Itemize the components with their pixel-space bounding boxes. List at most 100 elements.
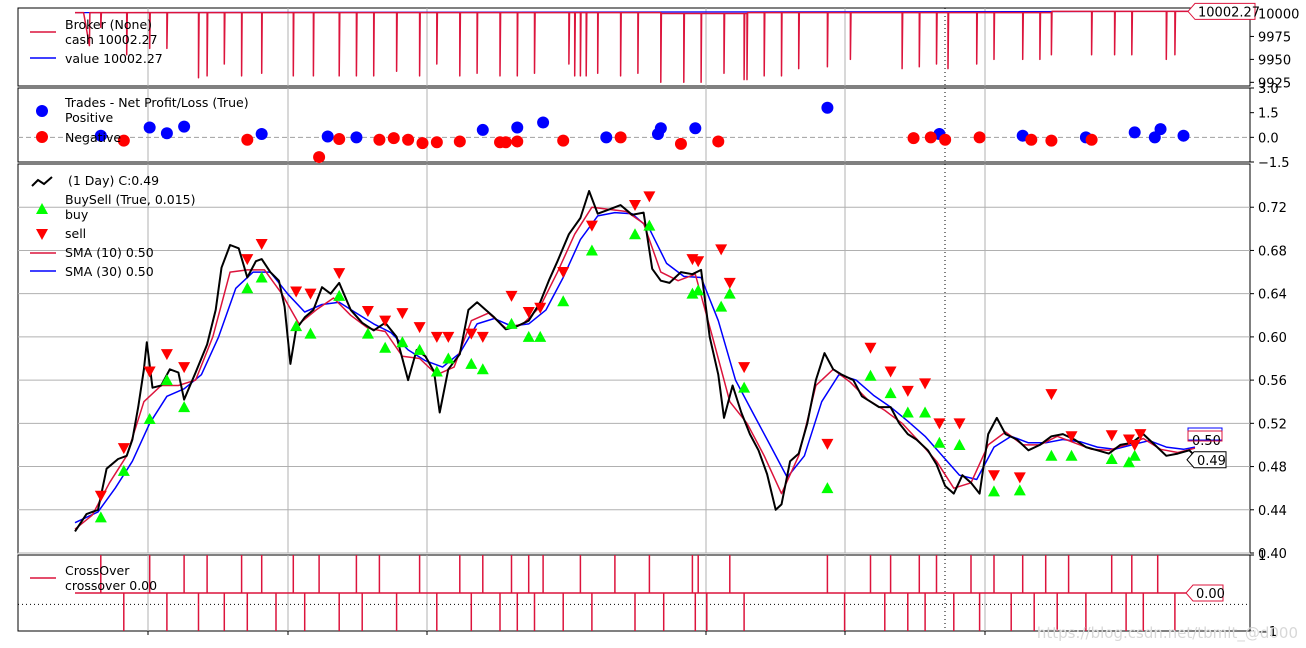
positive-trade-dot-8 <box>511 121 524 134</box>
sell-marker-8 <box>304 288 317 300</box>
buy-marker-13 <box>413 343 426 355</box>
buy-marker-24 <box>643 219 656 231</box>
negative-trade-dot-12 <box>511 135 524 148</box>
sell-marker-3 <box>160 349 173 361</box>
negative-trade-dot-0 <box>117 134 130 147</box>
sell-marker-12 <box>396 308 409 320</box>
broker-last-value-badge-box <box>1187 2 1256 20</box>
sell-marker-4 <box>178 362 191 374</box>
sell-marker-14 <box>430 331 443 343</box>
trades-legend-positive: Positive <box>65 110 113 125</box>
sell-legend-swatch <box>36 229 48 240</box>
buy-marker-32 <box>884 387 897 399</box>
buy-marker-5 <box>241 282 254 294</box>
sell-marker-36 <box>953 418 966 430</box>
sell-marker-39 <box>1045 389 1058 401</box>
buy-marker-25 <box>686 287 699 299</box>
sell-marker-9 <box>333 268 346 280</box>
price-ytick-label-8: 0.40 <box>1258 547 1287 562</box>
positive-trade-dot-10 <box>600 131 613 144</box>
sma30-legend-label: SMA (30) 0.50 <box>65 264 154 279</box>
buy-marker-1 <box>117 464 130 476</box>
trades-ytick-label-3: −1.5 <box>1258 156 1290 171</box>
sell-marker-10 <box>361 305 374 317</box>
positive-trade-dot-0 <box>94 129 107 142</box>
buy-marker-29 <box>738 381 751 393</box>
sma30-last-badge-label: 0.50 <box>1192 435 1221 450</box>
sell-marker-44 <box>1134 429 1147 441</box>
sell-marker-29 <box>738 362 751 374</box>
negative-trade-dot-9 <box>453 135 466 148</box>
sell-marker-20 <box>534 302 547 314</box>
broker-legend-cash: cash 10002.27 <box>65 32 158 47</box>
broker-ytick-label-1: 9975 <box>1258 30 1291 45</box>
broker-panel <box>17 7 1251 87</box>
sell-marker-37 <box>987 470 1000 482</box>
sell-marker-11 <box>379 315 392 327</box>
buy-marker-26 <box>692 284 705 296</box>
negative-trade-dot-11 <box>499 136 512 149</box>
crossover-legend-title: CrossOver <box>65 563 130 578</box>
sell-marker-31 <box>864 342 877 354</box>
buy-marker-12 <box>396 336 409 348</box>
price-last-value-badge: 0.49 <box>1197 454 1226 469</box>
price-ytick-label-5: 0.52 <box>1258 417 1287 432</box>
buy-marker-35 <box>933 436 946 448</box>
negative-trade-dot-16 <box>712 135 725 148</box>
negative-trade-dot-20 <box>973 131 986 144</box>
buy-marker-42 <box>1122 456 1135 468</box>
buy-marker-23 <box>629 228 641 240</box>
buy-marker-41 <box>1105 452 1118 464</box>
sell-marker-27 <box>715 244 728 256</box>
broker-last-value-badge: 10002.27 <box>1198 5 1260 20</box>
trades-ytick-label-2: 0.0 <box>1258 131 1279 146</box>
buy-marker-0 <box>94 511 107 523</box>
buy-marker-22 <box>585 244 598 256</box>
crossover-line <box>75 555 1195 631</box>
positive-trade-dot-5 <box>321 130 334 143</box>
sell-marker-26 <box>692 256 705 268</box>
sell-marker-41 <box>1105 430 1118 442</box>
sell-marker-22 <box>585 220 598 232</box>
negative-trade-dot-21 <box>1025 133 1038 146</box>
sell-marker-1 <box>117 443 130 455</box>
buy-marker-16 <box>465 357 478 369</box>
price-ytick-label-6: 0.48 <box>1258 461 1287 476</box>
buy-marker-8 <box>304 327 317 339</box>
broker-ytick-label-2: 9950 <box>1258 53 1291 68</box>
buy-legend-swatch <box>36 203 48 214</box>
positive-trade-dot-12 <box>654 122 667 135</box>
positive-trade-dot-18 <box>1128 126 1141 139</box>
positive-trade-dot-21 <box>1177 129 1190 142</box>
negative-trade-dot-14 <box>614 131 627 144</box>
negative-trade-dot-13 <box>557 134 570 147</box>
positive-trade-dot-7 <box>476 123 489 136</box>
negative-trade-dot-17 <box>907 132 920 145</box>
buysell-legend-title: BuySell (True, 0.015) <box>65 192 195 207</box>
negative-trade-dot-1 <box>241 133 254 146</box>
price-ytick-label-0: 0.72 <box>1258 201 1287 216</box>
sell-marker-7 <box>290 286 303 298</box>
price-line <box>74 190 1196 532</box>
positive-trade-dot-14 <box>821 101 834 114</box>
buy-marker-38 <box>1013 484 1026 496</box>
sma10-line <box>74 206 1196 530</box>
price-panel <box>17 163 1251 554</box>
buy-marker-15 <box>442 352 455 364</box>
price-legend-title: (1 Day) C:0.49 <box>68 173 159 188</box>
buy-marker-6 <box>255 271 268 283</box>
sell-marker-0 <box>94 490 107 502</box>
buy-marker-34 <box>919 406 932 418</box>
trades-legend-negative: Negative <box>65 130 121 145</box>
negative-trade-dot-22 <box>1045 134 1058 147</box>
watermark-text: https://blog.csdn.net/tbmlt_@d000 <box>1036 624 1298 642</box>
buy-marker-11 <box>379 341 392 353</box>
price-last-value-badge-box <box>1186 451 1227 469</box>
buy-marker-40 <box>1065 449 1078 461</box>
buy-marker-2 <box>143 413 156 425</box>
sell-marker-21 <box>557 267 570 279</box>
price-ytick-label-7: 0.44 <box>1258 504 1287 519</box>
sell-legend-label: sell <box>65 226 86 241</box>
broker-ytick-label-3: 9925 <box>1258 76 1291 91</box>
